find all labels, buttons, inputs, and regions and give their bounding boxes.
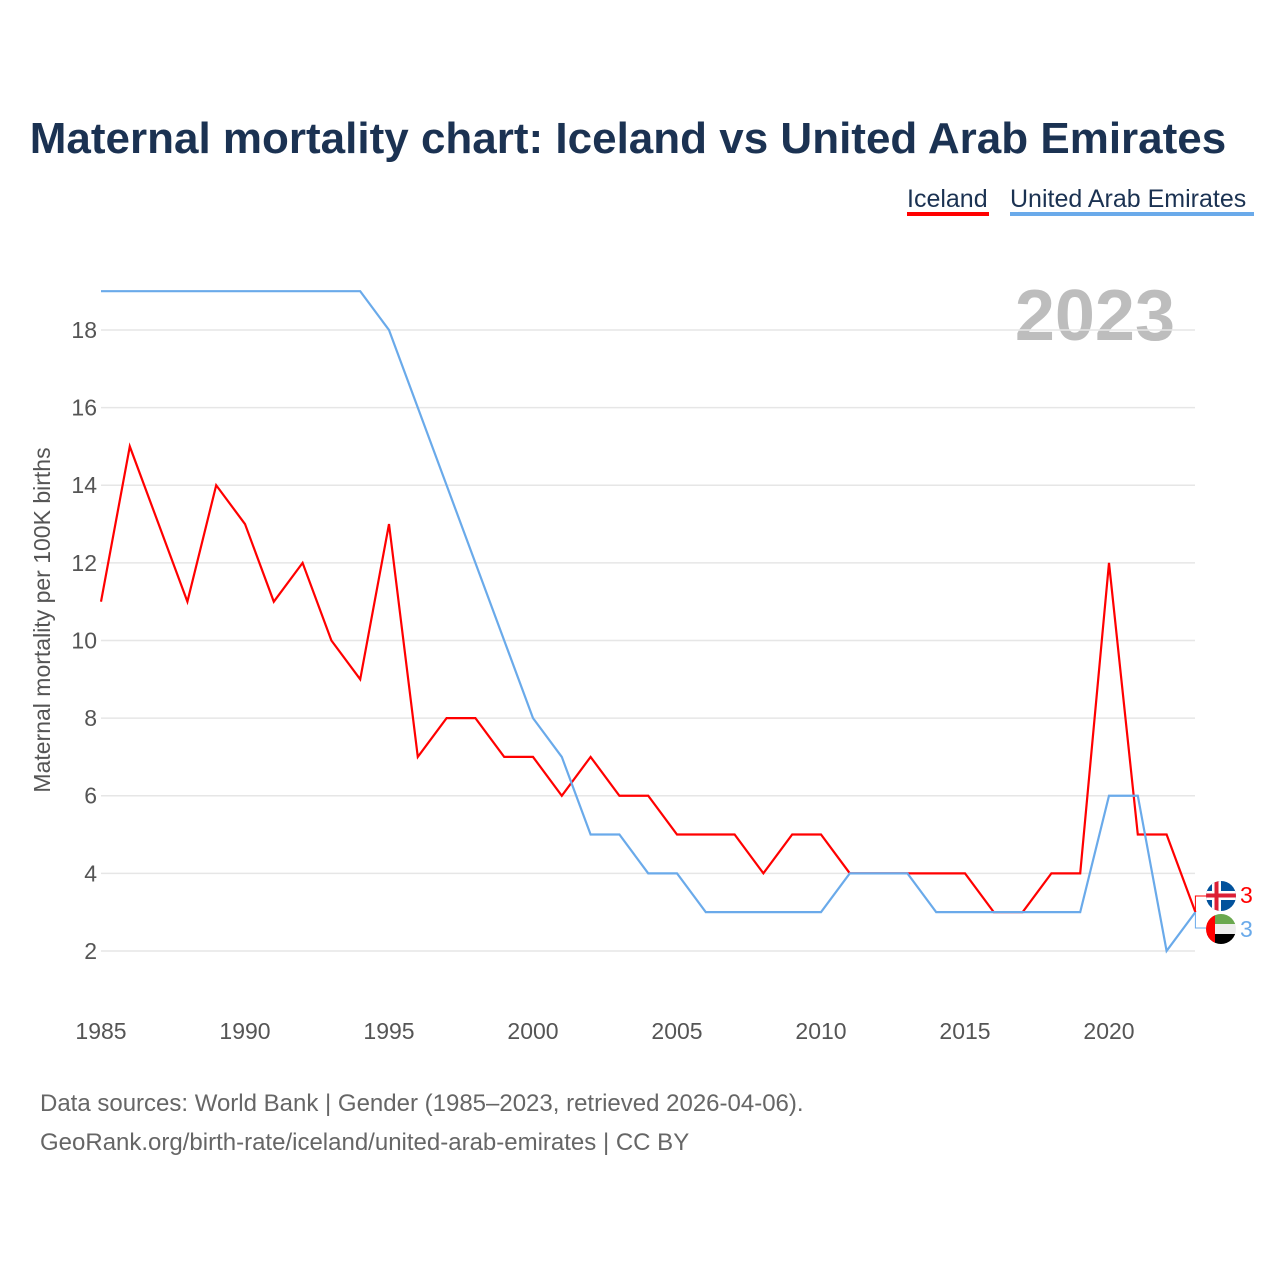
y-tick-label: 14 <box>71 472 97 498</box>
x-tick-label: 2010 <box>795 1018 846 1044</box>
year-label: 2023 <box>1015 276 1175 356</box>
series-line-iceland <box>99 442 1197 914</box>
y-tick-label: 10 <box>71 627 97 653</box>
legend-label[interactable]: Iceland <box>907 185 988 213</box>
y-tick-label: 2 <box>84 938 97 964</box>
y-tick-label: 4 <box>84 860 97 886</box>
y-tick-label: 18 <box>71 317 97 343</box>
x-tick-label: 2005 <box>651 1018 702 1044</box>
legend-label[interactable]: United Arab Emirates <box>1010 185 1246 213</box>
x-tick-label: 1985 <box>75 1018 126 1044</box>
x-tick-label: 1995 <box>363 1018 414 1044</box>
y-tick-label: 12 <box>71 550 97 576</box>
y-tick-label: 8 <box>84 705 97 731</box>
y-tick-label: 16 <box>71 395 97 421</box>
x-tick-label: 2020 <box>1083 1018 1134 1044</box>
y-axis-label: Maternal mortality per 100K births <box>29 447 55 792</box>
chart-title: Maternal mortality chart: Iceland vs Uni… <box>30 114 1227 163</box>
uae-flag-icon <box>1206 914 1236 944</box>
y-tick-label: 6 <box>84 783 97 809</box>
connector <box>1194 895 1206 913</box>
footer-source: Data sources: World Bank | Gender (1985–… <box>40 1090 804 1117</box>
x-tick-label: 2000 <box>507 1018 558 1044</box>
series-line-united-arab-emirates <box>101 290 1197 954</box>
footer-link[interactable]: GeoRank.org/birth-rate/iceland/united-ar… <box>40 1129 689 1156</box>
legend: Iceland United Arab Emirates <box>907 185 1254 216</box>
end-label-uae: 3 <box>1240 916 1253 942</box>
iceland-flag-icon <box>1206 881 1236 911</box>
connector <box>1194 912 1206 929</box>
x-tick-label: 1990 <box>219 1018 270 1044</box>
legend-swatch <box>907 212 989 216</box>
legend-swatch <box>1010 212 1254 216</box>
x-tick-label: 2015 <box>939 1018 990 1044</box>
end-label-iceland: 3 <box>1240 882 1253 908</box>
